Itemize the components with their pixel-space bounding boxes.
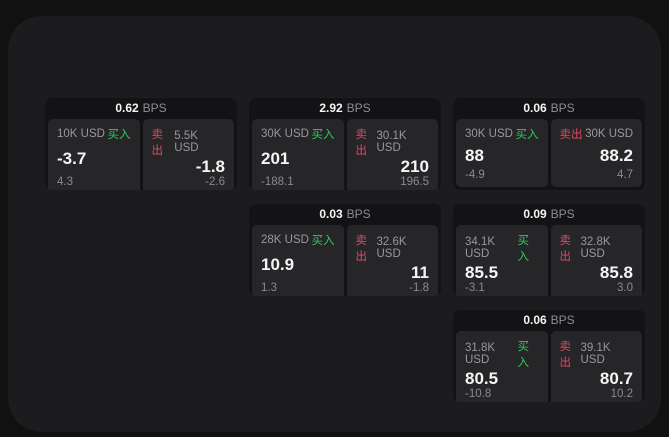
sell-sub-value: 10.2 xyxy=(610,388,633,400)
bps-unit-label: BPS xyxy=(550,313,575,327)
sell-pane[interactable]: 卖出 30K USD 88.2 4.7 xyxy=(550,119,642,187)
buy-price: -3.7 xyxy=(57,149,87,168)
sell-notional: 39.1K USD xyxy=(580,342,611,366)
bps-header: 0.06 BPS xyxy=(453,310,645,331)
buy-sub-value: -4.9 xyxy=(465,169,485,181)
buy-price: 80.5 xyxy=(465,369,499,388)
buy-pane[interactable]: 28K USD 买入 10.9 1.3 xyxy=(252,225,344,296)
sell-side-label: 卖出 xyxy=(559,129,583,141)
sell-side-label: 卖出 xyxy=(559,235,572,263)
sell-price: -1.8 xyxy=(195,157,225,176)
bps-value: 0.03 xyxy=(319,207,343,221)
buy-side-label: 买入 xyxy=(515,129,539,141)
sell-side-label: 卖出 xyxy=(151,129,164,157)
sell-price: 85.8 xyxy=(599,263,633,282)
sell-sub-value: 196.5 xyxy=(400,176,429,188)
bps-header: 2.92 BPS xyxy=(249,98,441,119)
sell-side-label: 卖出 xyxy=(355,129,368,157)
sell-side-label: 卖出 xyxy=(355,235,368,263)
quote-card: 0.03 BPS 28K USD 买入 10.9 1.3 卖出 32.6K US… xyxy=(249,204,441,296)
sell-side-label: 卖出 xyxy=(559,341,572,369)
buy-side-label: 买入 xyxy=(311,129,335,141)
bps-header: 0.62 BPS xyxy=(45,98,237,119)
bps-header: 0.09 BPS xyxy=(453,204,645,225)
sell-pane[interactable]: 卖出 32.6K USD 11 -1.8 xyxy=(346,225,438,296)
main-panel: 0.62 BPS 10K USD 买入 -3.7 4.3 卖出 5.5K USD xyxy=(8,16,661,432)
sell-price: 11 xyxy=(411,263,429,282)
bps-unit-label: BPS xyxy=(550,101,575,115)
quote-card: 0.62 BPS 10K USD 买入 -3.7 4.3 卖出 5.5K USD xyxy=(45,98,237,190)
sell-notional: 30K USD xyxy=(585,128,633,140)
quote-card-grid: 0.62 BPS 10K USD 买入 -3.7 4.3 卖出 5.5K USD xyxy=(45,98,645,402)
buy-price: 201 xyxy=(261,149,290,168)
bps-unit-label: BPS xyxy=(346,101,371,115)
quote-card-body: 10K USD 买入 -3.7 4.3 卖出 5.5K USD -1.8 -2.… xyxy=(45,119,237,190)
bps-value: 0.06 xyxy=(523,313,547,327)
sell-pane[interactable]: 卖出 32.8K USD 85.8 3.0 xyxy=(550,225,642,296)
sell-notional: 5.5K USD xyxy=(174,130,199,154)
sell-notional: 30.1K USD xyxy=(376,130,407,154)
buy-notional: 31.8K USD xyxy=(465,342,496,366)
buy-side-label: 买入 xyxy=(311,235,335,247)
buy-pane[interactable]: 31.8K USD 买入 80.5 -10.8 xyxy=(456,331,548,402)
buy-pane[interactable]: 30K USD 买入 201 -188.1 xyxy=(252,119,344,190)
quote-card: 0.06 BPS 30K USD 买入 88 -4.9 卖出 30K USD xyxy=(453,98,645,190)
bps-header: 0.06 BPS xyxy=(453,98,645,119)
quote-card-body: 28K USD 买入 10.9 1.3 卖出 32.6K USD 11 -1.8 xyxy=(249,225,441,296)
quote-card-body: 30K USD 买入 88 -4.9 卖出 30K USD 88.2 4.7 xyxy=(453,119,645,190)
quote-card-body: 31.8K USD 买入 80.5 -10.8 卖出 39.1K USD 80.… xyxy=(453,331,645,402)
sell-sub-value: -1.8 xyxy=(409,282,429,294)
buy-sub-value: -10.8 xyxy=(465,388,492,400)
buy-notional: 34.1K USD xyxy=(465,236,496,260)
buy-side-label: 买入 xyxy=(107,129,131,141)
buy-side-label: 买入 xyxy=(517,235,530,263)
buy-notional: 30K USD xyxy=(261,128,309,140)
buy-side-label: 买入 xyxy=(517,341,530,369)
bps-header: 0.03 BPS xyxy=(249,204,441,225)
buy-pane[interactable]: 34.1K USD 买入 85.5 -3.1 xyxy=(456,225,548,296)
buy-price: 85.5 xyxy=(465,263,499,282)
buy-pane[interactable]: 30K USD 买入 88 -4.9 xyxy=(456,119,548,187)
sell-price: 88.2 xyxy=(599,145,633,165)
buy-notional: 10K USD xyxy=(57,128,105,140)
quote-card-body: 34.1K USD 买入 85.5 -3.1 卖出 32.8K USD 85.8… xyxy=(453,225,645,296)
sell-notional: 32.6K USD xyxy=(376,236,407,260)
sell-sub-value: -2.6 xyxy=(205,176,225,188)
buy-sub-value: 4.3 xyxy=(57,176,73,188)
buy-notional: 28K USD xyxy=(261,234,309,246)
sell-price: 210 xyxy=(400,157,429,176)
buy-sub-value: -188.1 xyxy=(261,176,294,188)
quote-card-body: 30K USD 买入 201 -188.1 卖出 30.1K USD 210 1… xyxy=(249,119,441,190)
bps-value: 0.62 xyxy=(115,101,139,115)
bps-unit-label: BPS xyxy=(550,207,575,221)
sell-sub-value: 3.0 xyxy=(617,282,633,294)
sell-notional: 32.8K USD xyxy=(580,236,611,260)
bps-unit-label: BPS xyxy=(142,101,167,115)
bps-value: 2.92 xyxy=(319,101,343,115)
bps-value: 0.09 xyxy=(523,207,547,221)
buy-pane[interactable]: 10K USD 买入 -3.7 4.3 xyxy=(48,119,140,190)
buy-notional: 30K USD xyxy=(465,128,513,140)
sell-sub-value: 4.7 xyxy=(617,169,633,181)
buy-sub-value: -3.1 xyxy=(465,282,485,294)
quote-card: 2.92 BPS 30K USD 买入 201 -188.1 卖出 30.1K … xyxy=(249,98,441,190)
bps-unit-label: BPS xyxy=(346,207,371,221)
sell-pane[interactable]: 卖出 5.5K USD -1.8 -2.6 xyxy=(142,119,234,190)
sell-pane[interactable]: 卖出 30.1K USD 210 196.5 xyxy=(346,119,438,190)
sell-pane[interactable]: 卖出 39.1K USD 80.7 10.2 xyxy=(550,331,642,402)
quote-card: 0.06 BPS 31.8K USD 买入 80.5 -10.8 卖出 39.1… xyxy=(453,310,645,402)
buy-price: 10.9 xyxy=(261,255,295,274)
buy-price: 88 xyxy=(465,145,484,165)
sell-price: 80.7 xyxy=(599,369,633,388)
quote-card: 0.09 BPS 34.1K USD 买入 85.5 -3.1 卖出 32.8K… xyxy=(453,204,645,296)
bps-value: 0.06 xyxy=(523,101,547,115)
buy-sub-value: 1.3 xyxy=(261,282,277,294)
